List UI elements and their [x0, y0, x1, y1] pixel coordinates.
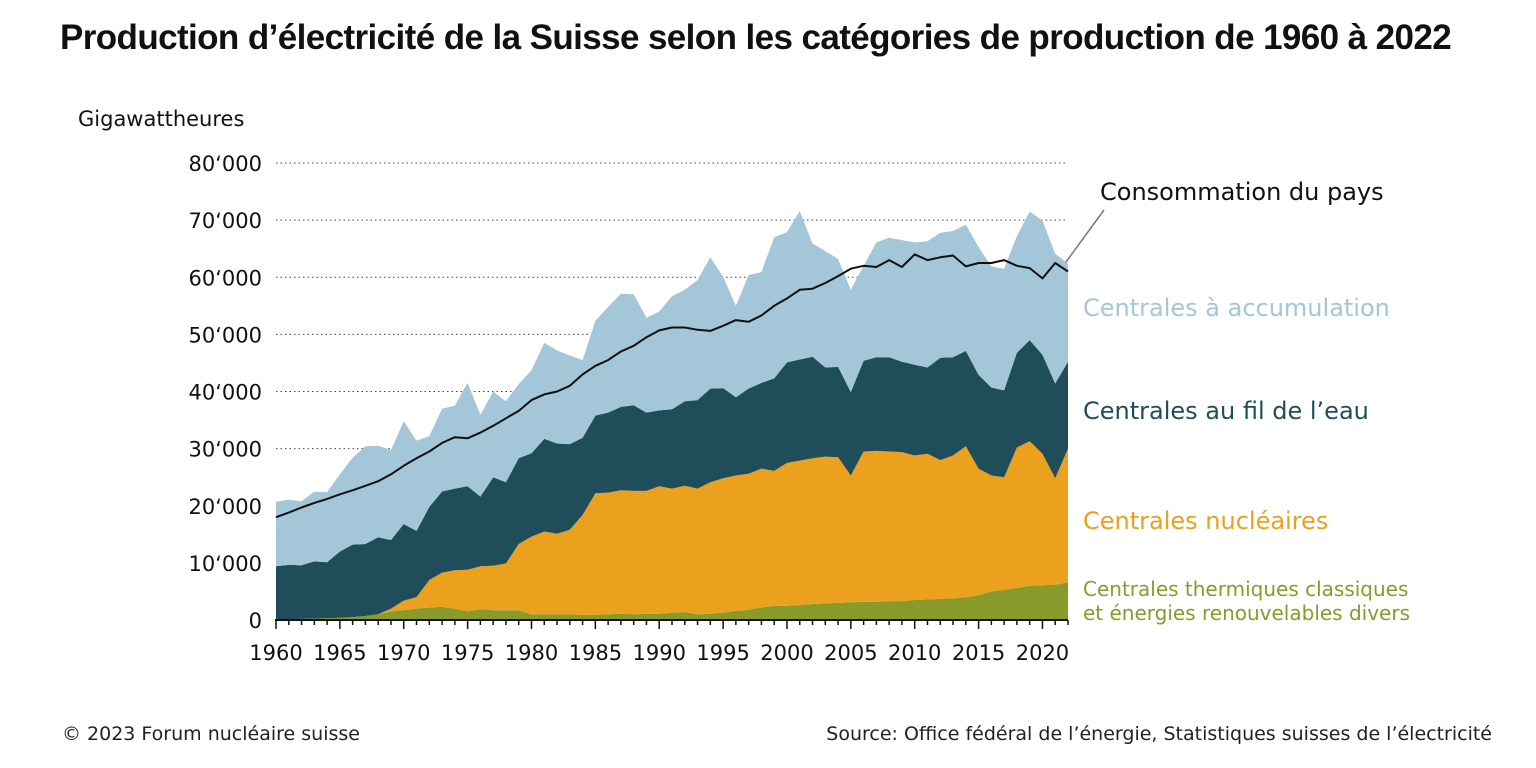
- y-tick-label: 40‘000: [189, 381, 262, 405]
- x-tick-label: 2005: [824, 641, 877, 665]
- x-tick-label: 1960: [249, 641, 302, 665]
- consumption-callout: Consommation du pays: [1100, 178, 1384, 206]
- y-tick-label: 0: [249, 609, 262, 633]
- area-centrales-thermiques-classiques-et-energies-renouvelables-divers: [276, 582, 1068, 620]
- x-tick-label: 1990: [632, 641, 685, 665]
- stacked-areas: [276, 211, 1068, 620]
- y-tick-label: 70‘000: [189, 209, 262, 233]
- callout-leader-line: [1065, 209, 1105, 263]
- consumption-line: [275, 253, 1069, 519]
- legend-nucleaires: Centrales nucléaires: [1083, 507, 1328, 535]
- y-tick-label: 20‘000: [189, 495, 262, 519]
- y-tick-label: 10‘000: [189, 552, 262, 576]
- y-axis-label: Gigawattheures: [78, 107, 244, 131]
- y-tick-label: 50‘000: [189, 323, 262, 347]
- source-text: Source: Office fédéral de l’énergie, Sta…: [826, 723, 1492, 745]
- area-centrales-au-fil-de-l-eau: [276, 340, 1068, 620]
- x-tick-label: 1965: [313, 641, 366, 665]
- y-tick-label: 80‘000: [189, 152, 262, 176]
- legend-accumulation: Centrales à accumulation: [1083, 294, 1390, 322]
- x-tick-label: 2020: [1016, 641, 1069, 665]
- x-tick-label: 1995: [696, 641, 749, 665]
- axes: 0 10‘000 20‘000 30‘000 40‘000 50‘000 60‘000 70‘…: [189, 152, 1070, 665]
- y-tick-label: 30‘000: [189, 438, 262, 462]
- y-tick-label: 60‘000: [189, 266, 262, 290]
- x-tick-label: 1980: [505, 641, 558, 665]
- area-centrales-nucleaires: [276, 441, 1068, 620]
- chart-title: Production d’électricité de la Suisse se…: [60, 18, 1452, 57]
- area-centrales-a-accumulation: [276, 211, 1068, 567]
- x-tick-label: 1970: [377, 641, 430, 665]
- legend-thermiques-line1: Centrales thermiques classiques: [1083, 577, 1408, 601]
- x-tick-label: 2015: [952, 641, 1005, 665]
- consumption-line-layer: [275, 253, 1069, 519]
- copyright-text: © 2023 Forum nucléaire suisse: [62, 723, 360, 745]
- x-tick-label: 2010: [888, 641, 941, 665]
- x-tick-label: 1975: [441, 641, 494, 665]
- x-tick-label: 1985: [569, 641, 622, 665]
- x-tick-label: 2000: [760, 641, 813, 665]
- legend-fil-de-l-eau: Centrales au fil de l’eau: [1083, 397, 1369, 425]
- legend-thermiques-line2: et énergies renouvelables divers: [1083, 601, 1410, 625]
